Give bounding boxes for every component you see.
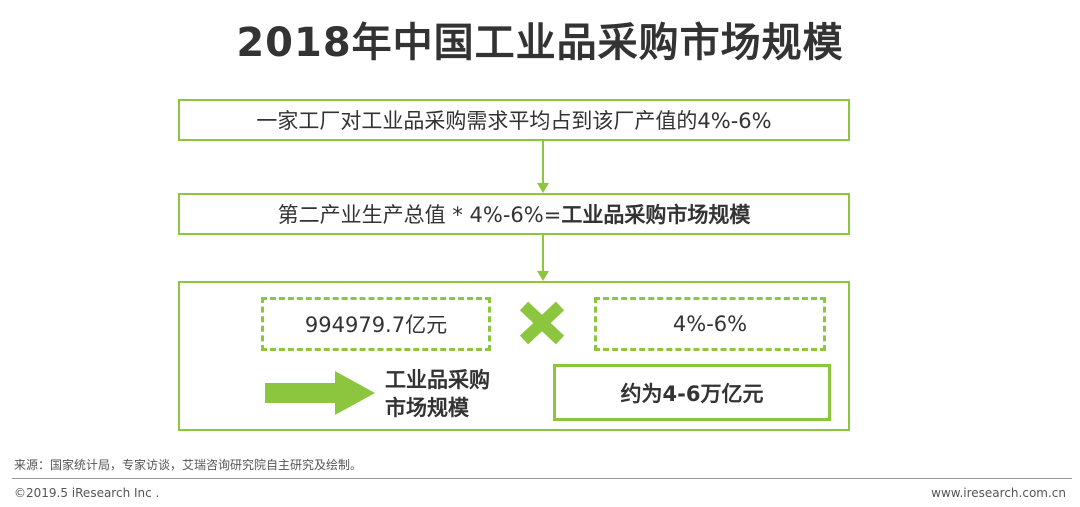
- copyright: ©2019.5 iResearch Inc .: [14, 486, 160, 500]
- step1-text: 一家工厂对工业品采购需求平均占到该厂产值的4%-6%: [256, 109, 772, 133]
- step2-text-bold: 工业品采购市场规模: [561, 203, 751, 227]
- result-value-box: 约为4-6万亿元: [553, 364, 831, 421]
- result-value: 约为4-6万亿元: [620, 381, 764, 406]
- step2-text-prefix: 第二产业生产总值 * 4%-6%=: [277, 203, 562, 227]
- arrow-right-icon: [265, 371, 375, 415]
- page-title: 2018年中国工业品采购市场规模: [236, 20, 844, 66]
- footer-url: www.iresearch.com.cn: [931, 486, 1066, 500]
- footer-divider: [12, 478, 1072, 479]
- step1-box: 一家工厂对工业品采购需求平均占到该厂产值的4%-6%: [178, 99, 850, 141]
- factor-b-box: 4%-6%: [594, 297, 826, 351]
- source-note: 来源：国家统计局，专家访谈，艾瑞咨询研究院自主研究及绘制。: [14, 458, 363, 472]
- arrow-down-icon: [537, 141, 549, 193]
- step2-box: 第二产业生产总值 * 4%-6%= 工业品采购市场规模: [178, 193, 850, 235]
- factor-b-value: 4%-6%: [672, 312, 748, 336]
- result-label-line1: 工业品采购: [385, 368, 490, 392]
- result-label: 工业品采购 市场规模: [385, 366, 525, 422]
- factor-a-box: 994979.7亿元: [261, 297, 491, 351]
- multiply-icon: [519, 301, 565, 345]
- result-label-line2: 市场规模: [385, 396, 469, 420]
- calculation-box: [178, 281, 850, 431]
- arrow-down-icon: [537, 235, 549, 281]
- factor-a-value: 994979.7亿元: [304, 313, 448, 337]
